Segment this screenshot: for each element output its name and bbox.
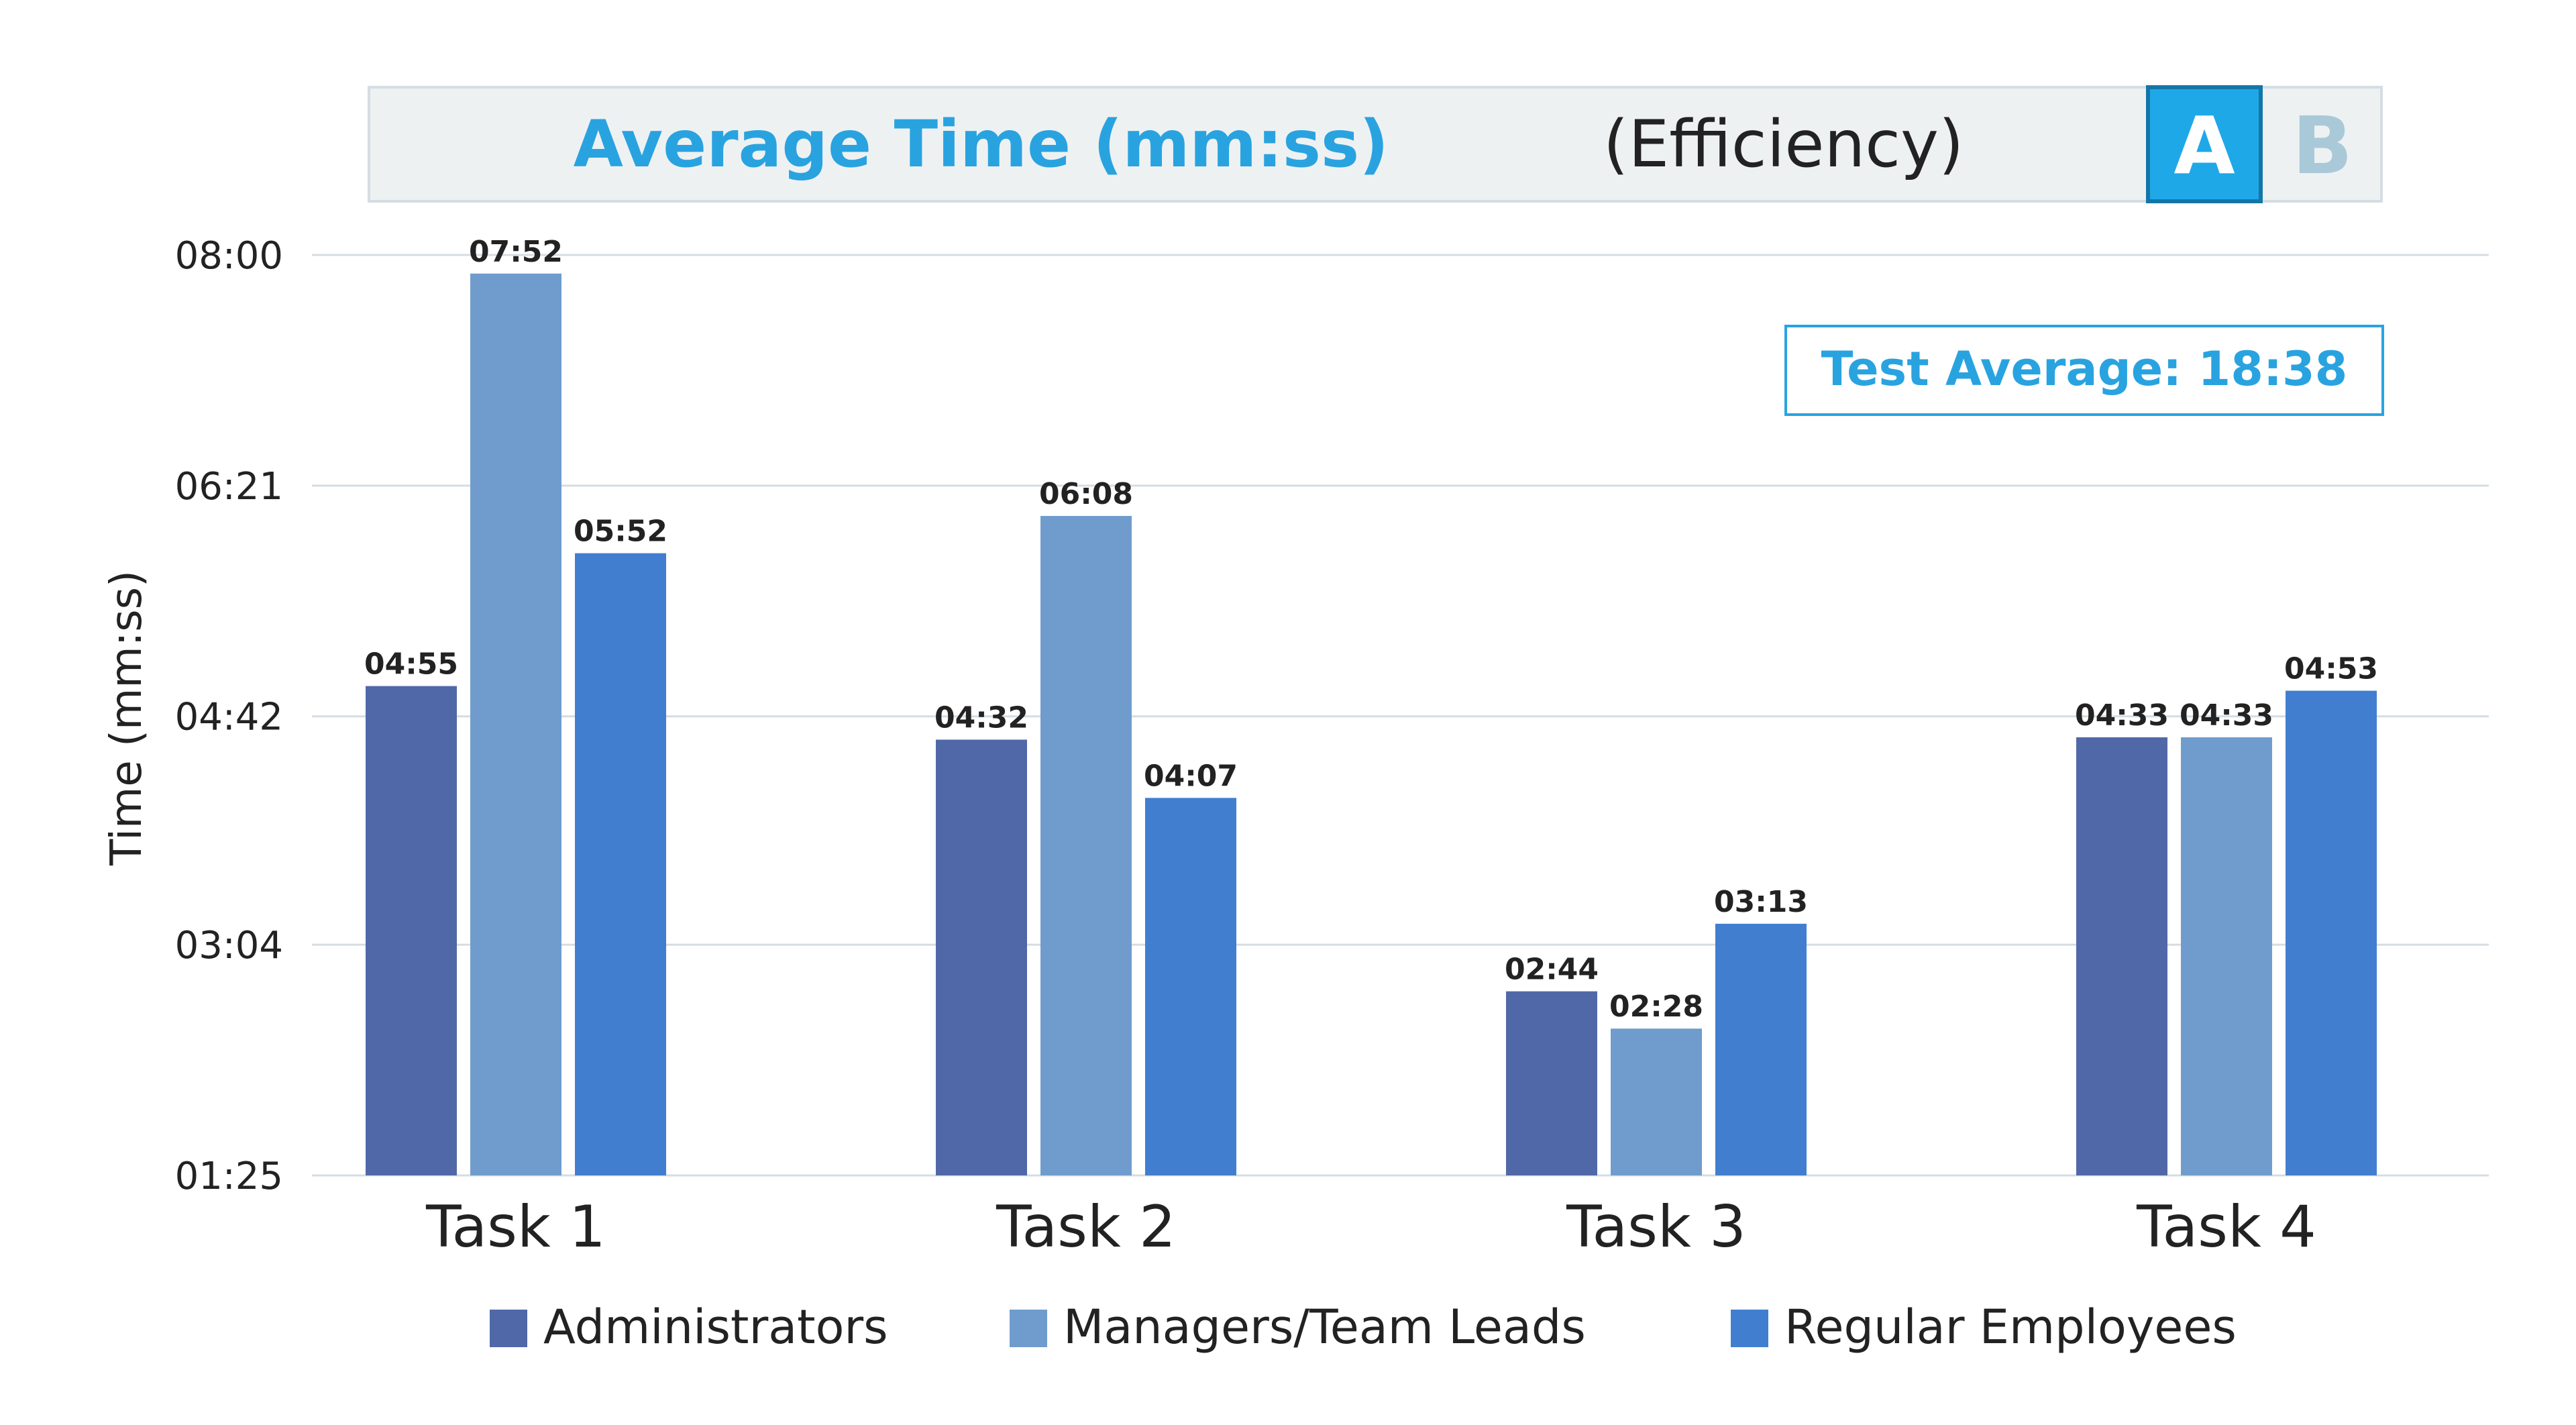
x-tick-label: Task 3 xyxy=(1566,1194,1746,1261)
data-label: 04:07 xyxy=(1144,759,1238,793)
x-tick-label: Task 2 xyxy=(996,1194,1176,1261)
legend-label: Managers/Team Leads xyxy=(1063,1300,1586,1355)
data-label: 02:28 xyxy=(1609,990,1703,1024)
y-axis-label: Time (mm:ss) xyxy=(102,570,152,866)
data-label: 07:52 xyxy=(469,235,563,269)
x-tick-label: Task 4 xyxy=(2136,1194,2316,1261)
bar xyxy=(1611,1028,1702,1175)
bar xyxy=(2076,737,2167,1175)
bar xyxy=(2181,737,2272,1175)
legend-label: Regular Employees xyxy=(1784,1300,2237,1355)
y-tick-label: 01:25 xyxy=(175,1155,283,1198)
legend-swatch xyxy=(490,1310,527,1347)
bar xyxy=(2286,690,2377,1175)
variant-b-button[interactable]: B xyxy=(2292,99,2353,192)
data-label: 02:44 xyxy=(1505,953,1599,987)
y-tick-label: 08:00 xyxy=(175,234,283,278)
title-banner xyxy=(368,86,2383,203)
legend-swatch xyxy=(1731,1310,1768,1347)
variant-a-button-bg[interactable] xyxy=(2146,85,2263,203)
y-tick-label: 03:04 xyxy=(175,924,283,967)
bar xyxy=(1145,798,1236,1175)
y-tick-label: 06:21 xyxy=(175,465,283,509)
data-label: 04:33 xyxy=(2180,698,2273,733)
variant-a-button[interactable]: A xyxy=(2174,99,2235,192)
data-label: 05:52 xyxy=(574,515,667,549)
y-tick-label: 04:42 xyxy=(175,696,283,739)
data-label: 03:13 xyxy=(1714,885,1808,919)
data-label: 04:53 xyxy=(2284,652,2378,686)
bar xyxy=(366,686,457,1175)
bar xyxy=(1715,923,1807,1175)
chart-title-suffix: (Efficiency) xyxy=(1603,107,1964,182)
data-label: 04:55 xyxy=(364,647,458,682)
bar xyxy=(470,273,561,1175)
x-tick-label: Task 1 xyxy=(425,1194,606,1261)
bar xyxy=(1506,991,1597,1175)
data-label: 04:32 xyxy=(934,700,1028,735)
bar xyxy=(1040,516,1132,1175)
bar xyxy=(575,553,666,1175)
data-label: 06:08 xyxy=(1039,477,1133,511)
legend-label: Administrators xyxy=(543,1300,888,1355)
bar xyxy=(936,739,1027,1175)
chart-title: Average Time (mm:ss) xyxy=(574,107,1389,182)
test-average-box xyxy=(1784,325,2384,416)
data-label: 04:33 xyxy=(2075,698,2169,733)
test-average-label: Test Average: 18:38 xyxy=(1821,341,2348,397)
legend-swatch xyxy=(1010,1310,1047,1347)
